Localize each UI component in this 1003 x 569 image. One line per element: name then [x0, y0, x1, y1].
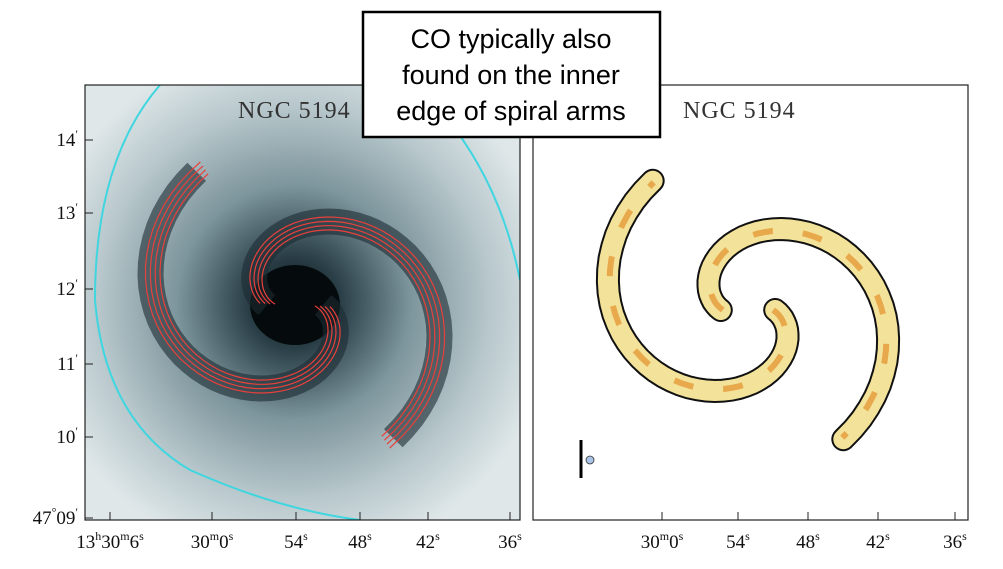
superscript: m — [210, 529, 220, 543]
axis-tick-label: 30m0s — [641, 529, 684, 553]
superscript: ′ — [75, 505, 78, 519]
right-frame — [532, 84, 969, 521]
superscript: m — [120, 529, 130, 543]
superscript: ′ — [75, 424, 78, 438]
label-part: 13 — [76, 532, 95, 553]
callout-line: edge of spiral arms — [396, 96, 626, 126]
axis-tick-label: 13′ — [56, 200, 78, 224]
superscript: s — [367, 529, 372, 543]
axis-tick-label: 48s — [796, 529, 820, 553]
superscript: ′ — [75, 127, 78, 141]
co-contour — [257, 225, 436, 441]
label-part: 42 — [416, 532, 435, 553]
co-contour — [253, 220, 441, 445]
axis-tick-label: 11′ — [57, 351, 78, 375]
superscript: s — [139, 529, 144, 543]
panel-title: NGC 5194 — [238, 98, 351, 124]
co-contour — [154, 169, 333, 385]
label-part: 36 — [498, 532, 517, 553]
co-contour — [249, 216, 446, 449]
label-part: 36 — [943, 532, 962, 553]
superscript: ° — [52, 505, 57, 519]
axis-tick-label: 12′ — [56, 276, 78, 300]
superscript: m — [660, 529, 670, 543]
label-part: 42 — [866, 532, 885, 553]
label-part: 14 — [56, 130, 76, 151]
axis-tick-label: 48s — [348, 529, 372, 553]
label-part: 0 — [219, 532, 229, 553]
label-part: 48 — [796, 532, 815, 553]
superscript: s — [962, 529, 967, 543]
superscript: s — [745, 529, 750, 543]
superscript: s — [885, 529, 890, 543]
superscript: s — [815, 529, 820, 543]
superscript: ′ — [75, 351, 78, 365]
label-part: 0 — [669, 532, 679, 553]
axis-tick-label: 36s — [498, 529, 522, 553]
label-part: 09 — [56, 508, 75, 529]
co-arm-peak — [606, 180, 790, 393]
label-part: 30 — [101, 532, 120, 553]
superscript: s — [303, 529, 308, 543]
label-part: 54 — [284, 532, 304, 553]
left-image — [85, 85, 520, 520]
superscript: ′ — [75, 200, 78, 214]
axis-tick-label: 10′ — [56, 424, 78, 448]
axis-tick-label: 54s — [284, 529, 308, 553]
label-part: 11 — [57, 354, 75, 375]
label-part: 6 — [130, 532, 140, 553]
superscript: s — [435, 529, 440, 543]
axis-tick-label: 13h30m6s — [76, 529, 144, 553]
panel-title: NGC 5194 — [683, 98, 796, 124]
label-part: 30 — [641, 532, 660, 553]
callout-line: found on the inner — [402, 60, 620, 90]
label-part: 48 — [348, 532, 367, 553]
label-part: 30 — [191, 532, 210, 553]
label-part: 54 — [726, 532, 746, 553]
co-contour — [159, 173, 329, 381]
beam — [585, 455, 595, 465]
axis-tick-label: 14′ — [56, 127, 78, 151]
superscript: s — [517, 529, 522, 543]
co-contour — [149, 165, 337, 390]
right-image — [533, 85, 968, 520]
superscript: ′ — [75, 276, 78, 290]
axis-tick-label: 36s — [943, 529, 967, 553]
callout-line: CO typically also — [410, 24, 611, 54]
co-contour — [261, 229, 431, 437]
label-part: 10 — [56, 427, 75, 448]
co-contour — [144, 161, 341, 394]
superscript: s — [229, 529, 234, 543]
label-part: 13 — [56, 203, 75, 224]
axis-tick-label: 42s — [866, 529, 890, 553]
callout-box — [361, 10, 662, 139]
co-arm-peak — [706, 227, 890, 440]
axis-tick-label: 47°09′ — [33, 505, 79, 529]
galaxy-core — [250, 265, 340, 345]
label-part: 12 — [56, 279, 75, 300]
superscript: s — [679, 529, 684, 543]
axis-tick-label: 54s — [726, 529, 750, 553]
left-frame — [84, 84, 521, 521]
axis-tick-label: 30m0s — [191, 529, 234, 553]
superscript: h — [95, 529, 101, 543]
label-part: 47 — [33, 508, 52, 529]
axis-tick-label: 42s — [416, 529, 440, 553]
